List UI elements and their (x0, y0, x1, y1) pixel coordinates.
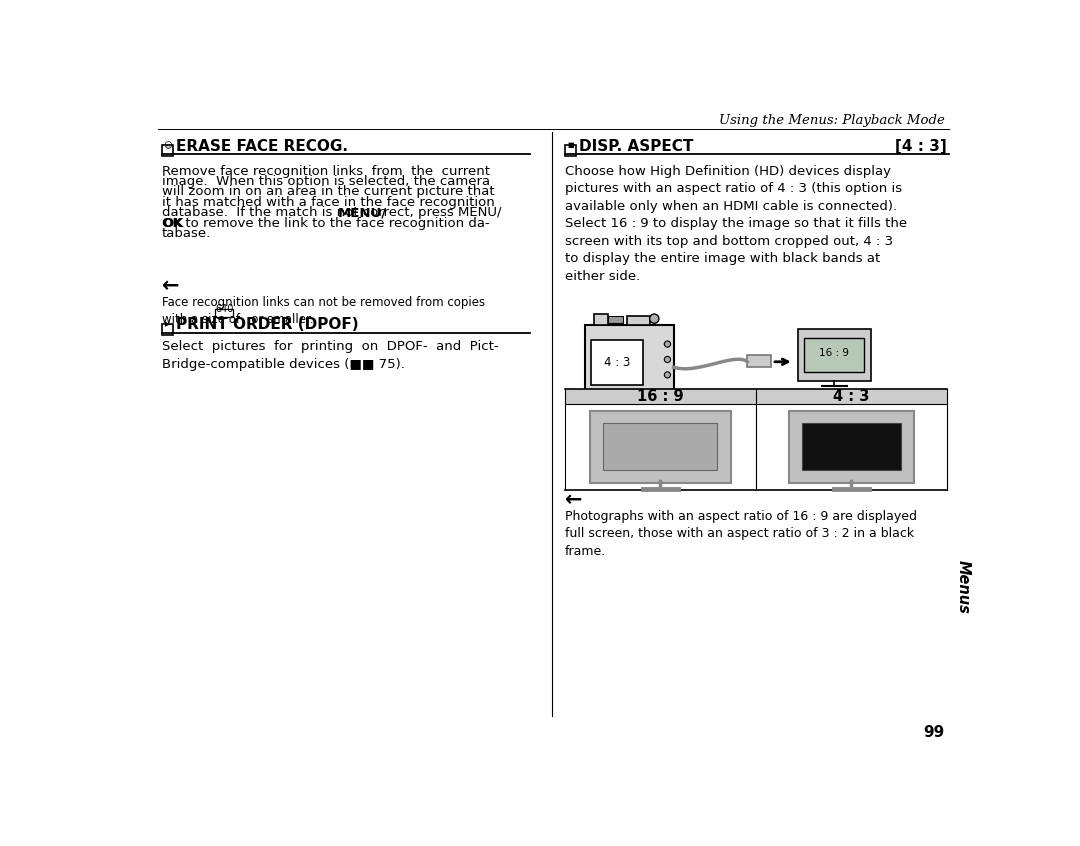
Text: OK to remove the link to the face recognition da-: OK to remove the link to the face recogn… (162, 217, 490, 229)
FancyBboxPatch shape (798, 328, 872, 381)
Text: Remove face recognition links  from  the  current: Remove face recognition links from the c… (162, 165, 490, 178)
FancyBboxPatch shape (747, 354, 770, 367)
FancyBboxPatch shape (789, 411, 914, 483)
Text: Face recognition links can not be removed from copies
with a size of   or smalle: Face recognition links can not be remove… (162, 295, 485, 326)
FancyBboxPatch shape (591, 411, 730, 483)
Text: will zoom in on an area in the current picture that: will zoom in on an area in the current p… (162, 185, 495, 199)
Text: Menus: Menus (955, 560, 970, 613)
Circle shape (664, 341, 671, 347)
Text: image.  When this option is selected, the camera: image. When this option is selected, the… (162, 175, 490, 188)
FancyBboxPatch shape (565, 146, 576, 157)
Text: 16 : 9: 16 : 9 (820, 349, 850, 359)
Text: DISP. ASPECT: DISP. ASPECT (579, 139, 693, 154)
Text: [4 : 3]: [4 : 3] (895, 139, 947, 154)
FancyBboxPatch shape (594, 314, 608, 325)
FancyBboxPatch shape (162, 146, 173, 157)
Text: ▶: ▶ (165, 321, 171, 327)
FancyBboxPatch shape (604, 423, 717, 470)
Text: ←: ← (162, 277, 179, 296)
Text: OK: OK (162, 217, 184, 229)
Text: 640: 640 (215, 304, 233, 314)
Text: database.  If the match is not correct, press MENU/: database. If the match is not correct, p… (162, 206, 501, 219)
Text: ☺: ☺ (163, 141, 172, 150)
FancyBboxPatch shape (802, 423, 901, 470)
Text: ←: ← (565, 491, 582, 510)
Text: it has matched with a face in the face recognition: it has matched with a face in the face r… (162, 195, 495, 209)
Text: 16 : 9: 16 : 9 (637, 389, 684, 404)
Text: Select  pictures  for  printing  on  DPOF-  and  Pict-
Bridge-compatible devices: Select pictures for printing on DPOF- an… (162, 340, 499, 371)
Text: ERASE FACE RECOG.: ERASE FACE RECOG. (176, 139, 348, 154)
FancyBboxPatch shape (804, 338, 864, 371)
Text: Photographs with an aspect ratio of 16 : 9 are displayed
full screen, those with: Photographs with an aspect ratio of 16 :… (565, 509, 917, 558)
Text: PRINT ORDER (DPOF): PRINT ORDER (DPOF) (176, 317, 359, 332)
FancyBboxPatch shape (215, 309, 233, 317)
Text: MENU/: MENU/ (338, 206, 387, 219)
Circle shape (664, 356, 671, 363)
Text: Choose how High Definition (HD) devices display
pictures with an aspect ratio of: Choose how High Definition (HD) devices … (565, 165, 907, 283)
FancyBboxPatch shape (584, 325, 674, 394)
FancyBboxPatch shape (591, 340, 644, 385)
FancyBboxPatch shape (627, 316, 650, 325)
Text: 99: 99 (923, 725, 945, 740)
Bar (565, 388, 947, 404)
Circle shape (664, 371, 671, 378)
Text: 4 : 3: 4 : 3 (604, 356, 631, 369)
Text: tabase.: tabase. (162, 227, 212, 240)
Text: 4 : 3: 4 : 3 (834, 389, 869, 404)
Text: Using the Menus: Playback Mode: Using the Menus: Playback Mode (719, 114, 945, 127)
FancyBboxPatch shape (608, 316, 623, 323)
Text: ■: ■ (567, 142, 573, 148)
FancyBboxPatch shape (162, 324, 173, 335)
Circle shape (649, 314, 659, 323)
